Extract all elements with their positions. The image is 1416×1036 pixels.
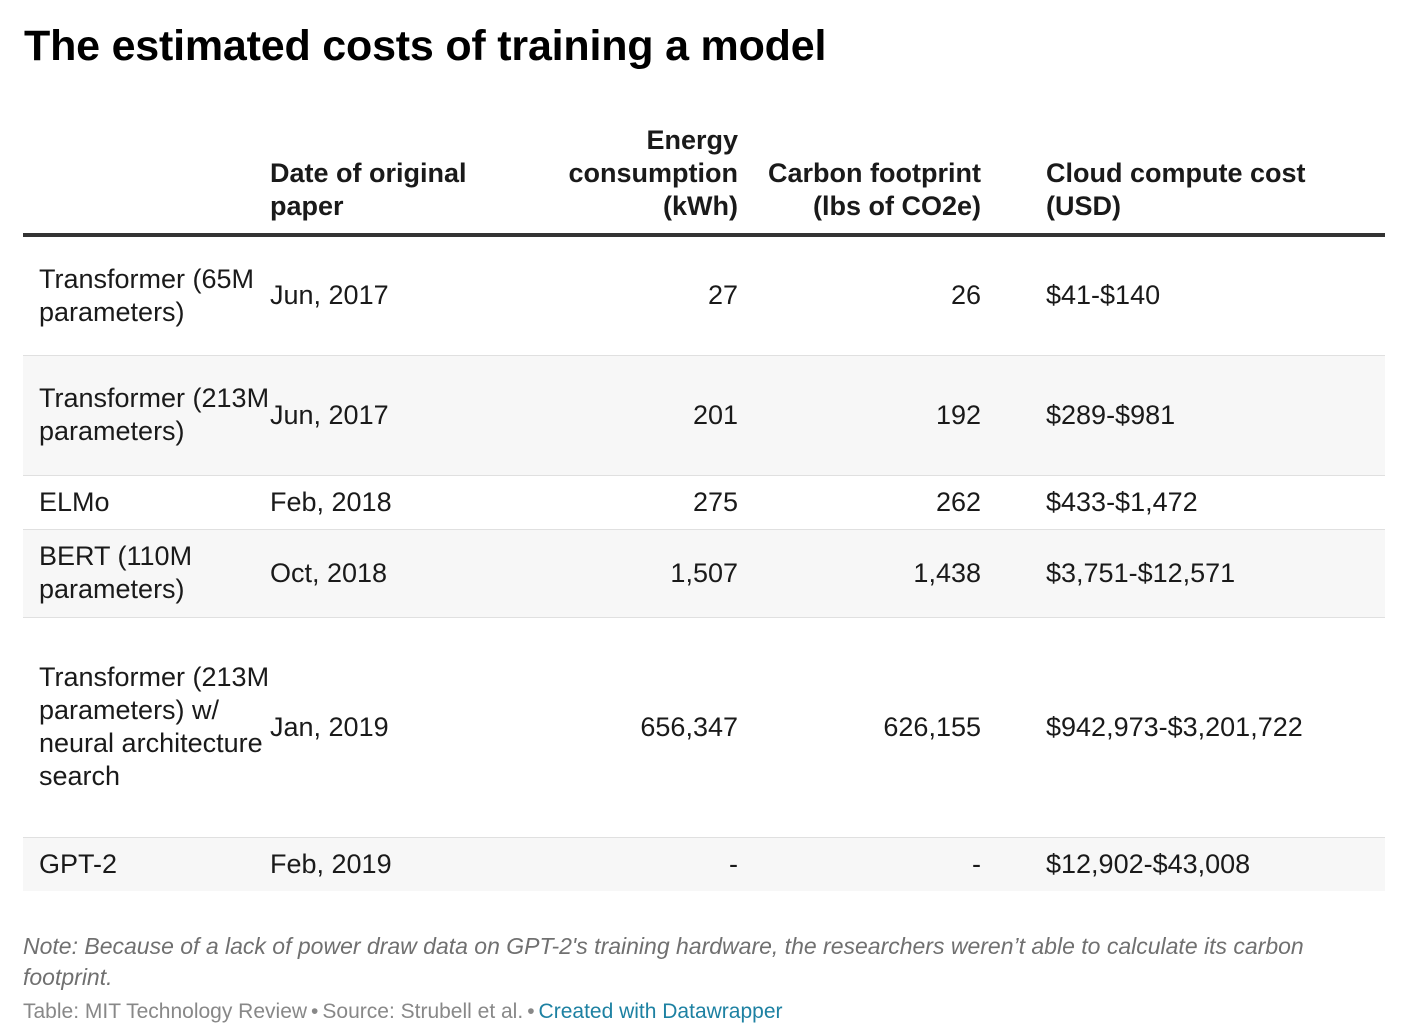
header-carbon: Carbon footprint (lbs of CO2e) [738, 120, 981, 237]
cell-energy: 27 [510, 235, 738, 356]
cell-energy: 656,347 [510, 617, 738, 838]
cell-date: Jun, 2017 [270, 355, 510, 476]
cell-date: Oct, 2018 [270, 529, 510, 618]
table-row: ELMo Feb, 2018 275 262 $433-$1,472 [23, 475, 1385, 530]
footer-separator: • [527, 1000, 535, 1023]
cost-table: Date of original paper Energy consumptio… [23, 120, 1385, 891]
footer: Table: MIT Technology Review • Source: Str… [23, 997, 783, 1027]
cell-energy: 201 [510, 355, 738, 476]
table-credit: Table: MIT Technology Review [23, 1000, 308, 1023]
table-row: Transformer (213M parameters) Jun, 2017 … [23, 355, 1385, 476]
cell-energy: - [510, 837, 738, 891]
table-row: BERT (110M parameters) Oct, 2018 1,507 1… [23, 529, 1385, 618]
cell-cost: $289-$981 [981, 355, 1385, 476]
cell-energy: 1,507 [510, 529, 738, 618]
table-note: Note: Because of a lack of power draw da… [23, 933, 1304, 990]
cell-carbon: - [738, 837, 981, 891]
cell-cost: $41-$140 [981, 235, 1385, 356]
header-model [23, 120, 270, 237]
cell-model: ELMo [23, 475, 270, 530]
header-row: Date of original paper Energy consumptio… [23, 120, 1385, 237]
cell-cost: $433-$1,472 [981, 475, 1385, 530]
cell-cost: $12,902-$43,008 [981, 837, 1385, 891]
footer-separator: • [311, 1000, 319, 1023]
cell-carbon: 262 [738, 475, 981, 530]
cell-date: Feb, 2019 [270, 837, 510, 891]
cell-energy: 275 [510, 475, 738, 530]
header-cost: Cloud compute cost (USD) [981, 120, 1385, 237]
page-title: The estimated costs of training a model [24, 22, 827, 70]
cell-cost: $3,751-$12,571 [981, 529, 1385, 618]
cell-model: Transformer (65M parameters) [23, 235, 270, 356]
header-date: Date of original paper [270, 120, 510, 237]
cell-model: BERT (110M parameters) [23, 529, 270, 618]
header-energy: Energy consumption (kWh) [510, 120, 738, 237]
cell-carbon: 26 [738, 235, 981, 356]
cell-model: Transformer (213M parameters) w/ neural … [23, 617, 270, 838]
cell-date: Feb, 2018 [270, 475, 510, 530]
cell-date: Jun, 2017 [270, 235, 510, 356]
datawrapper-link[interactable]: Created with Datawrapper [538, 1000, 783, 1023]
table-row: Transformer (65M parameters) Jun, 2017 2… [23, 235, 1385, 356]
table-row: Transformer (213M parameters) w/ neural … [23, 617, 1385, 838]
cell-model: Transformer (213M parameters) [23, 355, 270, 476]
cell-carbon: 626,155 [738, 617, 981, 838]
table-body: Transformer (65M parameters) Jun, 2017 2… [23, 235, 1385, 891]
cell-cost: $942,973-$3,201,722 [981, 617, 1385, 838]
cell-carbon: 1,438 [738, 529, 981, 618]
table-header: Date of original paper Energy consumptio… [23, 120, 1385, 237]
cell-model: GPT-2 [23, 837, 270, 891]
cell-carbon: 192 [738, 355, 981, 476]
source-credit: Source: Strubell et al. [322, 1000, 524, 1023]
cell-date: Jan, 2019 [270, 617, 510, 838]
table-row: GPT-2 Feb, 2019 - - $12,902-$43,008 [23, 837, 1385, 891]
